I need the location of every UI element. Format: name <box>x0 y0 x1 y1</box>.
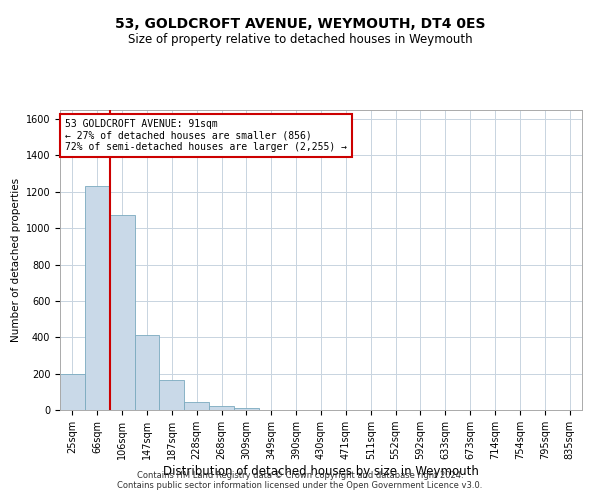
Text: Size of property relative to detached houses in Weymouth: Size of property relative to detached ho… <box>128 32 472 46</box>
Bar <box>134 336 160 410</box>
Y-axis label: Number of detached properties: Number of detached properties <box>11 178 22 342</box>
X-axis label: Distribution of detached houses by size in Weymouth: Distribution of detached houses by size … <box>163 465 479 478</box>
Bar <box>60 374 85 410</box>
Bar <box>160 380 184 410</box>
Bar <box>85 186 110 410</box>
Bar <box>110 216 134 410</box>
Bar <box>184 402 209 410</box>
Text: 53 GOLDCROFT AVENUE: 91sqm
← 27% of detached houses are smaller (856)
72% of sem: 53 GOLDCROFT AVENUE: 91sqm ← 27% of deta… <box>65 119 347 152</box>
Text: Contains HM Land Registry data © Crown copyright and database right 2024.
Contai: Contains HM Land Registry data © Crown c… <box>118 470 482 490</box>
Bar <box>234 408 259 410</box>
Bar <box>209 406 234 410</box>
Text: 53, GOLDCROFT AVENUE, WEYMOUTH, DT4 0ES: 53, GOLDCROFT AVENUE, WEYMOUTH, DT4 0ES <box>115 18 485 32</box>
